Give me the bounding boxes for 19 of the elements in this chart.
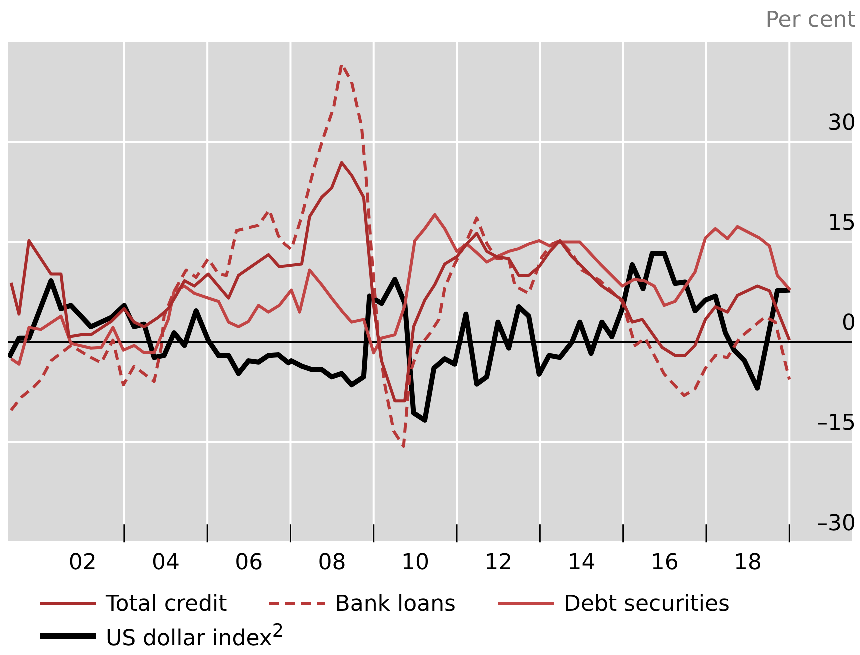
legend-label: Debt securities [564, 592, 730, 616]
x-tick-label: 18 [734, 550, 762, 576]
legend-label: Total credit [106, 592, 228, 616]
x-tick-label: 08 [318, 550, 346, 576]
y-tick-label: 15 [828, 210, 856, 236]
x-tick-label: 04 [152, 550, 180, 576]
legend-label: Bank loans [335, 592, 456, 616]
x-tick-label: 06 [235, 550, 264, 576]
y-tick-label: –15 [817, 411, 856, 436]
y-tick-label: –30 [817, 511, 856, 536]
x-tick-label: 10 [401, 550, 430, 576]
legend-label: US dollar index$^{2}$ [106, 620, 284, 652]
x-tick-label: 12 [484, 550, 513, 576]
y-tick-label: 30 [828, 110, 856, 136]
y-tick-label: 0 [842, 311, 856, 336]
x-tick-label: 02 [68, 550, 97, 576]
x-tick-label: 16 [650, 550, 679, 576]
x-tick-label: 14 [568, 550, 596, 576]
y-axis-title: Per cent [766, 8, 856, 33]
